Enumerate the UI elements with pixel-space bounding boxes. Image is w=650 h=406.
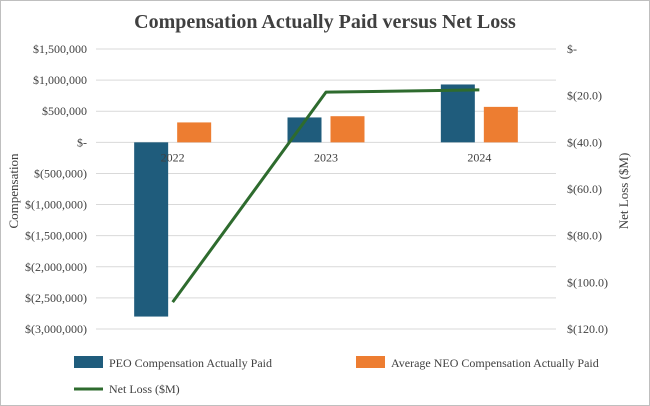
bar-peo-2024 (440, 84, 475, 143)
y-tick-label: $1,000,000 (33, 73, 87, 87)
bar-neo-2022 (177, 122, 212, 143)
legend-label: Average NEO Compensation Actually Paid (391, 356, 599, 370)
y2-tick-label: $(120.0) (567, 322, 608, 336)
legend-swatch (356, 356, 385, 368)
y-tick-label: $500,000 (42, 104, 87, 118)
gridlines (96, 48, 556, 330)
net-loss-line-group (171, 88, 480, 304)
chart-title: Compensation Actually Paid versus Net Lo… (134, 11, 516, 33)
y2-tick-label: $(60.0) (567, 182, 602, 196)
y-tick-label: $(2,500,000) (25, 291, 87, 305)
bar-neo-2023 (330, 116, 365, 143)
x-tick-labels: 2022 2023 2024 (161, 150, 492, 164)
y-tick-labels: $1,500,000 $1,000,000 $500,000 $- $(500,000)… (25, 42, 87, 336)
legend-swatch (74, 356, 103, 368)
y-tick-label: $(1,000,000) (25, 198, 87, 212)
y-tick-label: $- (77, 135, 87, 149)
legend-label: Net Loss ($M) (109, 382, 180, 396)
y2-tick-label: $(20.0) (567, 89, 602, 103)
y-axis-label: Compensation (6, 153, 21, 229)
bars (134, 84, 518, 317)
legend: PEO Compensation Actually Paid Average NE… (74, 356, 599, 396)
net-loss-line (171, 88, 480, 304)
y2-tick-label: $- (567, 42, 577, 56)
bar-peo-2022 (134, 142, 169, 317)
x-tick-label: 2022 (161, 150, 185, 164)
x-tick-label: 2023 (314, 150, 338, 164)
y-tick-label: $(3,000,000) (25, 322, 87, 336)
y-tick-label: $(1,500,000) (25, 229, 87, 243)
y-tick-label: $(500,000) (34, 166, 87, 180)
y-tick-label: $1,500,000 (33, 42, 87, 56)
bar-neo-2024 (483, 106, 518, 143)
y2-axis-label: Net Loss ($M) (616, 153, 631, 230)
y2-tick-label: $(40.0) (567, 135, 602, 149)
y2-tick-label: $(100.0) (567, 275, 608, 289)
legend-label: PEO Compensation Actually Paid (109, 356, 272, 370)
y-tick-label: $(2,000,000) (25, 260, 87, 274)
x-tick-label: 2024 (467, 150, 491, 164)
y2-tick-labels: $- $(20.0) $(40.0) $(60.0) $(80.0) $(100.0) $(… (567, 42, 608, 336)
y2-tick-label: $(80.0) (567, 229, 602, 243)
